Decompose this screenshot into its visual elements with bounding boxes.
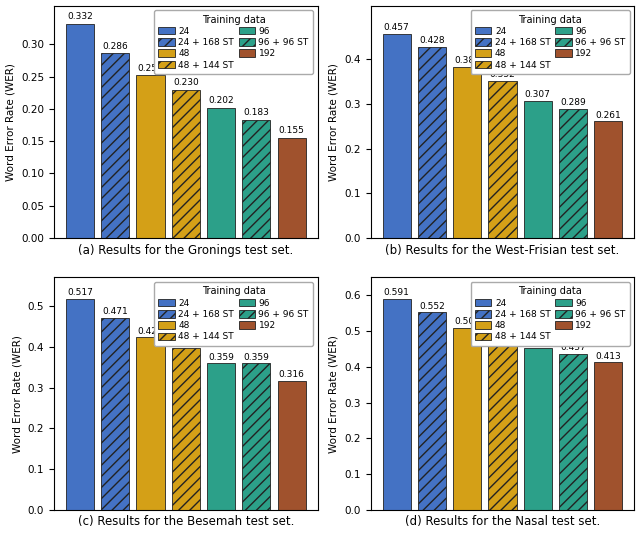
Bar: [383, 34, 411, 238]
Bar: [101, 318, 129, 510]
Y-axis label: Word Error Rate (WER): Word Error Rate (WER): [6, 63, 15, 180]
Bar: [453, 328, 481, 510]
X-axis label: (c) Results for the Besemah test set.: (c) Results for the Besemah test set.: [77, 515, 294, 529]
Text: 0.591: 0.591: [384, 288, 410, 297]
Bar: [243, 364, 271, 510]
Text: 0.471: 0.471: [102, 307, 128, 316]
Bar: [136, 337, 164, 510]
Text: 0.252: 0.252: [138, 64, 163, 73]
Legend: 24, 24 + 168 ST, 48, 48 + 144 ST, 96, 96 + 96 ST, 192: 24, 24 + 168 ST, 48, 48 + 144 ST, 96, 96…: [470, 10, 630, 74]
Text: 0.261: 0.261: [595, 111, 621, 120]
Bar: [172, 348, 200, 510]
Text: 0.457: 0.457: [384, 23, 410, 32]
Legend: 24, 24 + 168 ST, 48, 48 + 144 ST, 96, 96 + 96 ST, 192: 24, 24 + 168 ST, 48, 48 + 144 ST, 96, 96…: [154, 10, 313, 74]
Text: 0.359: 0.359: [208, 353, 234, 362]
Bar: [559, 354, 587, 510]
Bar: [453, 67, 481, 238]
X-axis label: (b) Results for the West-Frisian test set.: (b) Results for the West-Frisian test se…: [385, 244, 620, 256]
Text: 0.428: 0.428: [419, 36, 445, 45]
Bar: [383, 299, 411, 510]
Text: 0.202: 0.202: [208, 96, 234, 105]
Text: 0.437: 0.437: [560, 343, 586, 352]
Text: 0.453: 0.453: [525, 337, 550, 347]
Bar: [594, 362, 623, 510]
Text: 0.517: 0.517: [67, 288, 93, 297]
Text: 0.552: 0.552: [419, 302, 445, 311]
Text: 0.183: 0.183: [243, 108, 269, 117]
Bar: [243, 120, 271, 238]
Bar: [488, 81, 516, 238]
Bar: [418, 312, 446, 510]
Bar: [524, 348, 552, 510]
Text: 0.382: 0.382: [454, 57, 480, 66]
Bar: [101, 53, 129, 238]
Bar: [66, 23, 94, 238]
Bar: [207, 107, 236, 238]
Bar: [418, 46, 446, 238]
Legend: 24, 24 + 168 ST, 48, 48 + 144 ST, 96, 96 + 96 ST, 192: 24, 24 + 168 ST, 48, 48 + 144 ST, 96, 96…: [470, 282, 630, 346]
Text: 0.359: 0.359: [243, 353, 269, 362]
Text: 0.509: 0.509: [454, 317, 480, 326]
Text: 0.230: 0.230: [173, 78, 199, 87]
Text: 0.423: 0.423: [138, 327, 163, 336]
Bar: [172, 90, 200, 238]
X-axis label: (d) Results for the Nasal test set.: (d) Results for the Nasal test set.: [405, 515, 600, 529]
X-axis label: (a) Results for the Gronings test set.: (a) Results for the Gronings test set.: [78, 244, 294, 256]
Text: 0.398: 0.398: [173, 337, 199, 346]
Bar: [559, 109, 587, 238]
Text: 0.289: 0.289: [560, 98, 586, 107]
Bar: [278, 138, 306, 238]
Text: 0.413: 0.413: [595, 352, 621, 361]
Bar: [136, 75, 164, 238]
Legend: 24, 24 + 168 ST, 48, 48 + 144 ST, 96, 96 + 96 ST, 192: 24, 24 + 168 ST, 48, 48 + 144 ST, 96, 96…: [154, 282, 313, 346]
Bar: [594, 121, 623, 238]
Text: 0.155: 0.155: [279, 127, 305, 135]
Y-axis label: Word Error Rate (WER): Word Error Rate (WER): [329, 335, 339, 453]
Y-axis label: Word Error Rate (WER): Word Error Rate (WER): [12, 335, 22, 453]
Bar: [66, 299, 94, 510]
Bar: [488, 336, 516, 510]
Text: 0.286: 0.286: [102, 42, 128, 51]
Text: 0.352: 0.352: [490, 70, 515, 79]
Bar: [524, 101, 552, 238]
Bar: [207, 364, 236, 510]
Text: 0.485: 0.485: [490, 326, 515, 335]
Text: 0.332: 0.332: [67, 12, 93, 21]
Bar: [278, 381, 306, 510]
Y-axis label: Word Error Rate (WER): Word Error Rate (WER): [329, 63, 339, 180]
Text: 0.316: 0.316: [279, 371, 305, 379]
Text: 0.307: 0.307: [525, 90, 551, 99]
